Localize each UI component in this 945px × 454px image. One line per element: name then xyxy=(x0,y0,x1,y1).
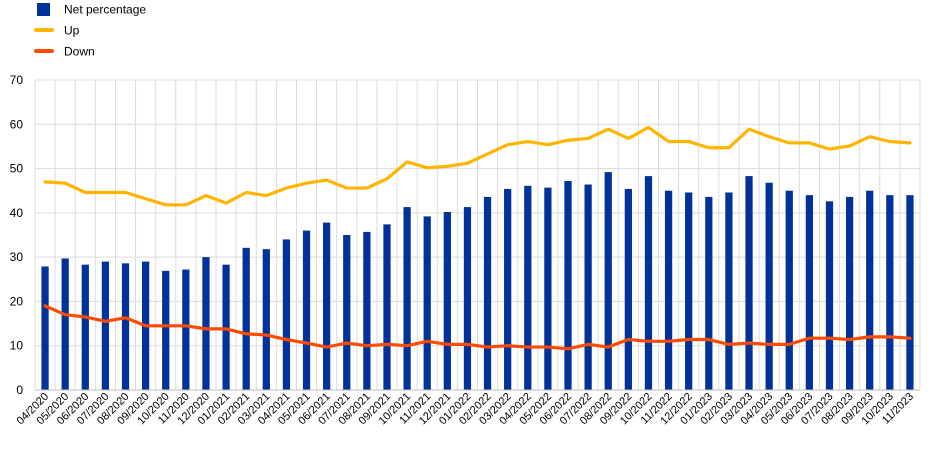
y-tick-label: 40 xyxy=(10,206,24,220)
y-tick-label: 50 xyxy=(10,162,24,176)
bar-net-percentage xyxy=(202,257,210,390)
bar-net-percentage xyxy=(504,188,512,390)
line-series xyxy=(43,125,912,351)
bar-net-percentage xyxy=(685,192,693,390)
bar-net-percentage xyxy=(162,270,170,390)
bar-net-percentage xyxy=(101,261,110,390)
y-tick-label: 10 xyxy=(10,339,24,353)
bar-net-percentage xyxy=(182,269,190,390)
bar-net-percentage xyxy=(121,263,130,390)
y-tick-label: 70 xyxy=(10,73,24,87)
bar-net-percentage xyxy=(81,264,89,390)
bar-net-percentage xyxy=(463,207,472,390)
y-axis: 0 10 20 30 40 50 60 70 xyxy=(10,73,24,397)
bar-net-percentage xyxy=(866,190,874,390)
bar-net-percentage xyxy=(805,195,813,390)
bar-net-percentage xyxy=(825,201,834,390)
bar-net-percentage xyxy=(443,211,451,390)
bar-net-percentage xyxy=(604,172,612,390)
bar-net-percentage xyxy=(644,176,653,390)
bar-net-percentage xyxy=(725,192,733,390)
y-tick-label: 30 xyxy=(10,250,24,264)
bar-net-percentage xyxy=(584,184,592,390)
bar-net-percentage xyxy=(845,196,854,390)
legend-label: Down xyxy=(64,45,95,59)
bar-net-percentage xyxy=(302,230,311,390)
bar-series xyxy=(41,172,914,390)
bar-net-percentage xyxy=(41,266,49,390)
bar-net-percentage xyxy=(564,180,572,390)
y-tick-label: 60 xyxy=(10,117,24,131)
bar-net-percentage xyxy=(61,258,69,390)
bar-net-percentage xyxy=(242,247,250,390)
legend-label: Net percentage xyxy=(64,3,146,17)
legend-label: Up xyxy=(64,24,80,38)
bar-net-percentage xyxy=(262,249,270,390)
bar-net-percentage xyxy=(705,196,713,390)
bar-net-percentage xyxy=(624,188,632,390)
bar-net-percentage xyxy=(383,224,391,390)
y-tick-label: 20 xyxy=(10,294,24,308)
legend-swatch-net-percentage xyxy=(37,3,50,16)
bar-net-percentage xyxy=(664,190,673,390)
bar-net-percentage xyxy=(363,231,371,390)
line-down xyxy=(43,304,912,351)
bar-net-percentage xyxy=(544,187,552,390)
bar-net-percentage xyxy=(785,190,793,390)
bar-net-percentage xyxy=(886,195,894,390)
x-axis: 04/202005/202006/202007/202008/202009/20… xyxy=(15,389,920,427)
bar-net-percentage xyxy=(282,239,291,390)
bar-net-percentage xyxy=(423,216,431,390)
bar-net-percentage xyxy=(524,185,532,390)
bar-net-percentage xyxy=(745,176,753,390)
bar-net-percentage xyxy=(323,222,331,390)
grid xyxy=(34,79,921,391)
legend: Net percentage Up Down xyxy=(34,3,146,59)
bar-net-percentage xyxy=(343,235,351,390)
bar-net-percentage xyxy=(483,196,492,390)
line-up xyxy=(43,125,912,207)
y-tick-label: 0 xyxy=(16,383,23,397)
bar-net-percentage xyxy=(403,207,411,390)
bar-net-percentage xyxy=(906,195,914,390)
bar-net-percentage xyxy=(765,182,773,390)
